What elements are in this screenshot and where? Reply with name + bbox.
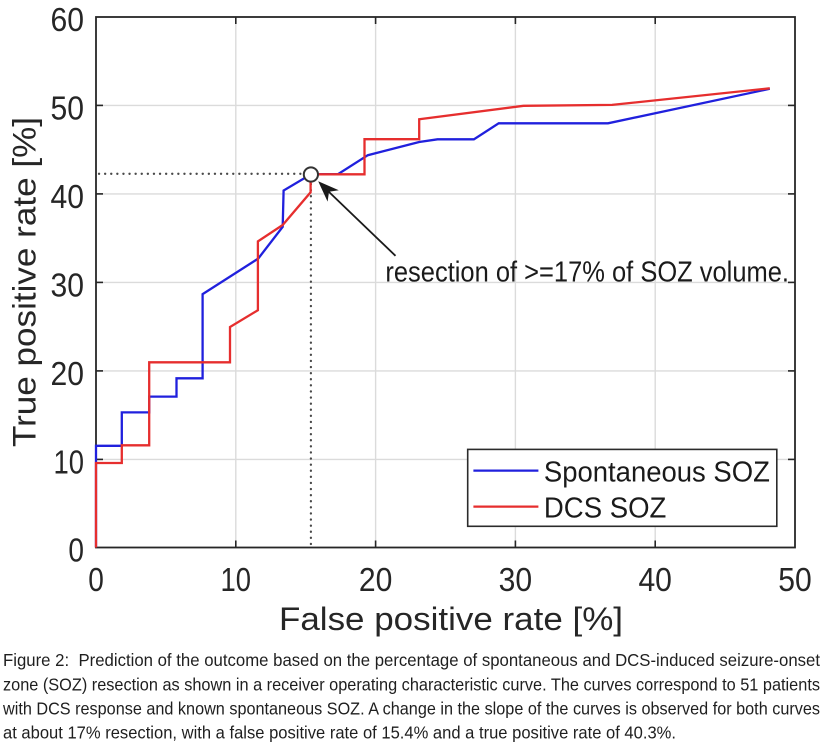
svg-text:False positive rate [%]: False positive rate [%] xyxy=(279,601,623,637)
svg-text:30: 30 xyxy=(499,561,533,598)
svg-text:60: 60 xyxy=(51,1,85,38)
svg-text:30: 30 xyxy=(51,266,85,303)
svg-text:zone (SOZ) resection as shown: zone (SOZ) resection as shown in a recei… xyxy=(3,674,820,694)
svg-text:0: 0 xyxy=(68,532,84,569)
svg-text:DCS SOZ: DCS SOZ xyxy=(544,492,667,524)
svg-text:50: 50 xyxy=(51,89,85,126)
svg-text:resection of >=17% of SOZ volu: resection of >=17% of SOZ volume. xyxy=(385,257,789,289)
svg-text:10: 10 xyxy=(54,443,85,480)
svg-text:0: 0 xyxy=(88,561,104,598)
svg-text:40: 40 xyxy=(51,178,85,215)
svg-text:Figure 2: Prediction of the o: Figure 2: Prediction of the outcome base… xyxy=(3,650,820,670)
svg-text:40: 40 xyxy=(638,561,672,598)
svg-text:True positive rate [%]: True positive rate [%] xyxy=(7,117,43,447)
svg-text:20: 20 xyxy=(359,561,393,598)
svg-text:at about 17% resection, with a: at about 17% resection, with a false pos… xyxy=(3,722,676,742)
svg-text:10: 10 xyxy=(221,561,252,598)
svg-text:with DCS response and known sp: with DCS response and known spontaneous … xyxy=(2,698,820,718)
svg-text:50: 50 xyxy=(778,561,812,598)
svg-text:20: 20 xyxy=(51,355,85,392)
svg-text:Spontaneous SOZ: Spontaneous SOZ xyxy=(544,456,770,488)
